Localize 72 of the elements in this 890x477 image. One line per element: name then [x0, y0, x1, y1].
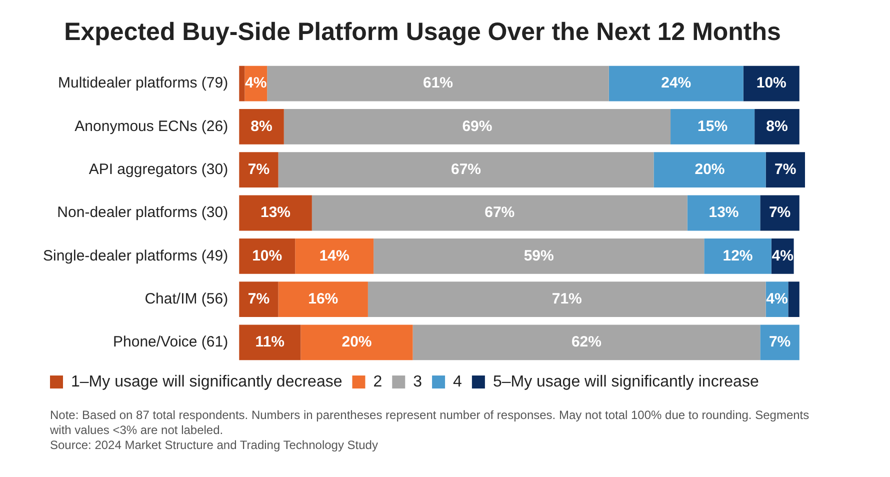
source-note: Source: 2024 Market Structure and Trading Technology Study — [50, 438, 379, 453]
bar — [788, 282, 800, 317]
data-label: 67% — [484, 204, 515, 222]
bar — [760, 195, 800, 231]
bar — [278, 152, 654, 188]
bar — [239, 195, 312, 231]
legend-label: 1–My usage will significantly decrease — [71, 373, 342, 390]
data-label: 4% — [766, 290, 788, 308]
bar — [412, 324, 760, 360]
chart-title: Expected Buy-Side Platform Usage Over the Next 12 Months — [64, 18, 781, 46]
bar — [295, 238, 374, 274]
data-label: 7% — [774, 161, 796, 178]
text: Note: Based on 87 total respondents. Numbers in parentheses represent number of responses. May not total 100% due to rounding. Segments with values <3% are not labeled. — [50, 408, 810, 438]
bar — [267, 66, 609, 102]
y-tick-label: Multidealer platforms (79) — [58, 74, 228, 92]
data-label: 8% — [766, 118, 788, 135]
y-tick-label: Phone/Voice (61) — [113, 334, 228, 351]
bar — [670, 109, 755, 144]
bar — [754, 109, 800, 144]
data-label: 20% — [694, 161, 725, 178]
data-label: 14% — [319, 247, 350, 264]
y-tick-label: Anonymous ECNs (26) — [74, 118, 228, 135]
data-label: 13% — [708, 204, 739, 222]
bar — [239, 324, 301, 360]
data-label: 20% — [342, 334, 372, 351]
legend-label: 3 — [413, 373, 422, 390]
bar — [766, 152, 805, 188]
legend-label: 2 — [373, 373, 382, 390]
bar — [654, 152, 766, 188]
y-tick-label: Single-dealer platforms (49) — [42, 247, 228, 264]
bar — [704, 238, 772, 274]
data-label: 24% — [661, 74, 692, 92]
y-tick-label: Non-dealer platforms (30) — [57, 204, 228, 222]
bar — [687, 195, 760, 231]
data-label: 61% — [422, 74, 454, 92]
bar — [278, 282, 368, 317]
data-label: 16% — [308, 290, 338, 308]
data-label: 59% — [524, 247, 554, 264]
bar — [760, 324, 800, 360]
data-label: 4% — [772, 247, 794, 264]
y-tick-label: Chat/IM (56) — [144, 290, 228, 308]
data-label: 7% — [248, 161, 270, 178]
data-label: 11% — [255, 334, 284, 351]
data-label: 67% — [450, 161, 482, 178]
bar — [743, 66, 800, 102]
bar — [374, 238, 704, 274]
bar — [300, 324, 413, 360]
bar — [312, 195, 688, 231]
bar — [239, 238, 296, 274]
data-label: 69% — [462, 118, 492, 135]
legend-label: 5–My usage will significantly increase — [492, 373, 759, 390]
data-label: 4% — [245, 74, 267, 92]
data-label: 8% — [250, 118, 272, 135]
bar — [239, 152, 278, 188]
data-label: 15% — [698, 118, 728, 135]
bar — [284, 109, 671, 144]
data-label: 71% — [552, 290, 582, 308]
data-label: 7% — [768, 204, 791, 222]
data-label: 13% — [260, 204, 291, 222]
bar — [368, 282, 766, 317]
bar — [239, 282, 278, 317]
data-label: 10% — [756, 74, 786, 92]
y-tick-label: API aggregators (30) — [88, 161, 228, 178]
data-label: 10% — [252, 247, 282, 264]
legend-label: 4 — [453, 373, 462, 390]
data-label: 7% — [768, 334, 791, 351]
data-label: 12% — [722, 247, 753, 264]
data-label: 7% — [248, 290, 270, 308]
bar — [239, 66, 245, 102]
bar — [239, 109, 284, 144]
data-label: 62% — [571, 334, 602, 351]
bar — [608, 66, 744, 102]
